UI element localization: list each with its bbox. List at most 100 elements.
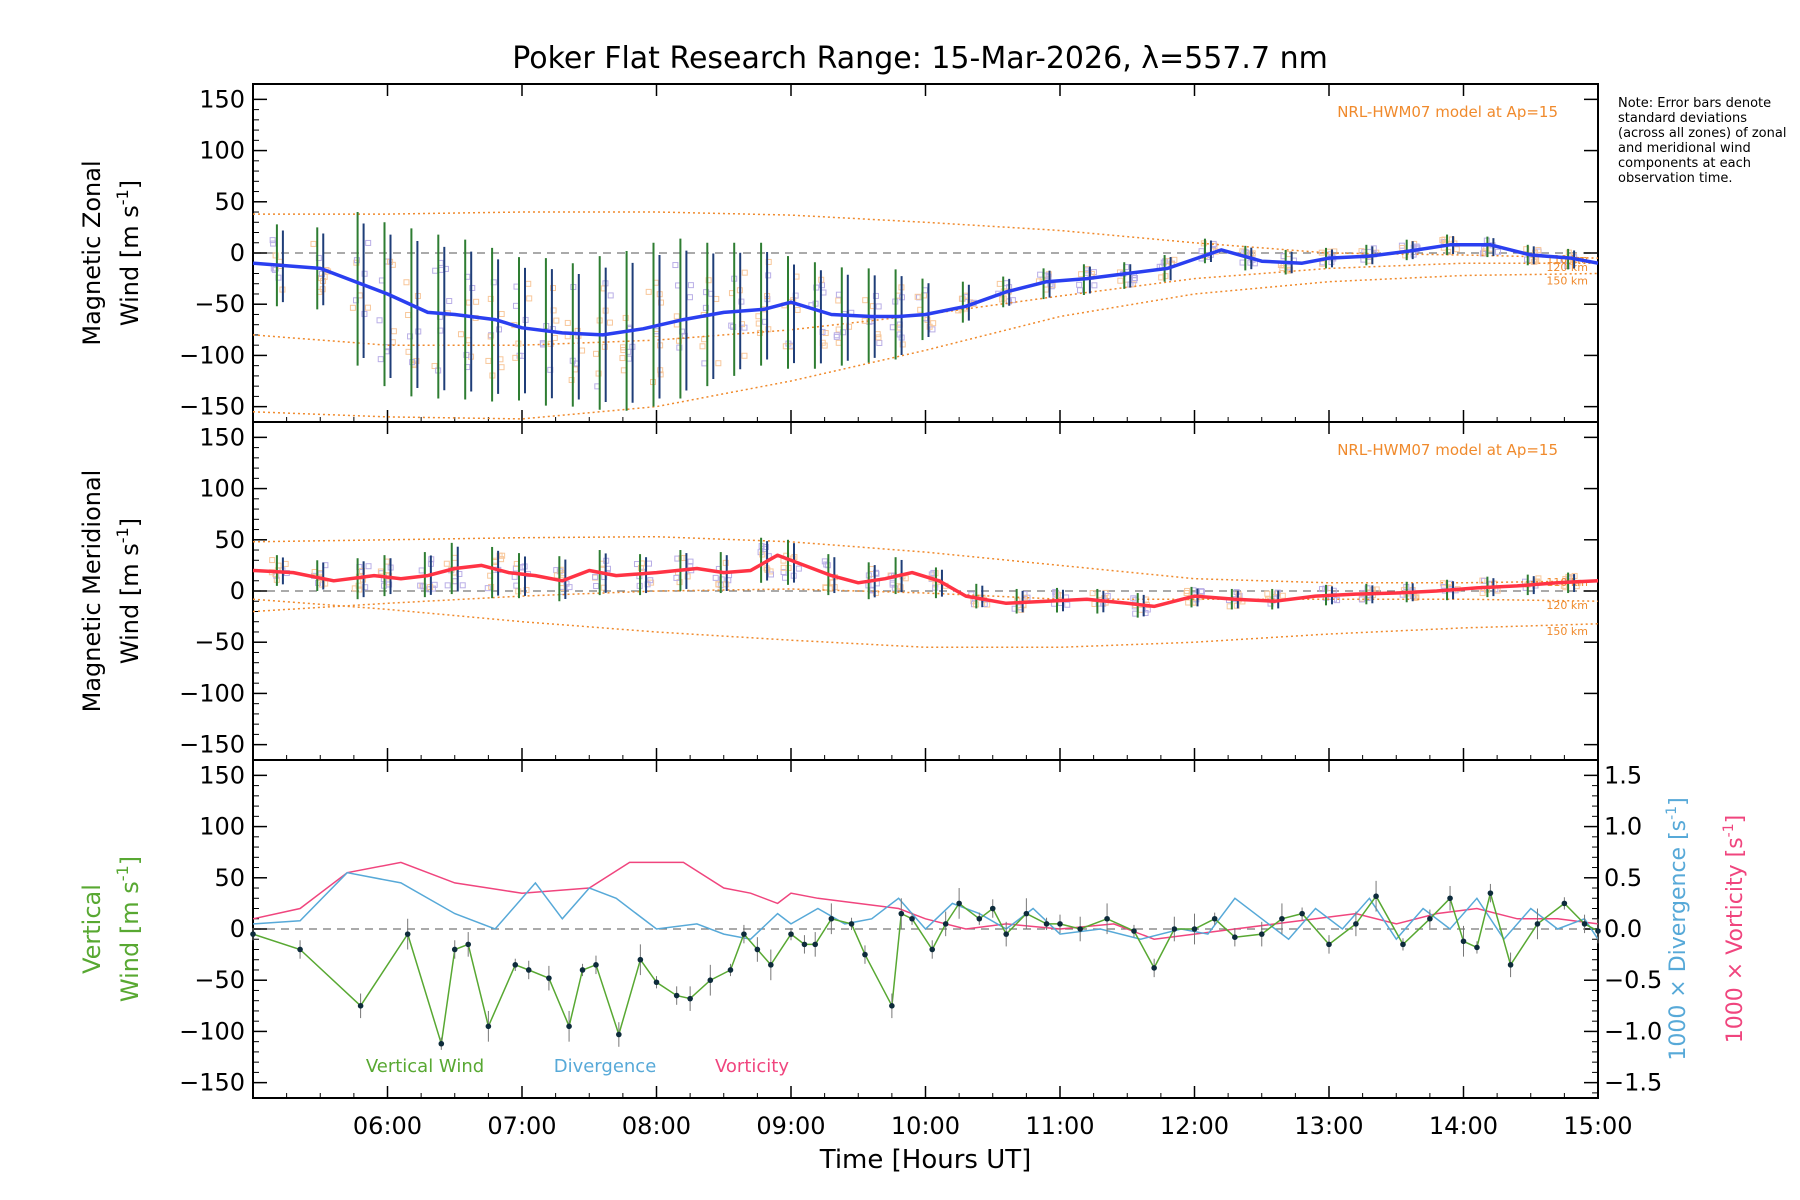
zone-marker [498, 311, 505, 318]
zone-marker [759, 551, 766, 558]
zone-marker [657, 371, 664, 378]
zone-marker [390, 328, 397, 335]
zone-marker [646, 560, 653, 567]
zone-marker [686, 294, 693, 301]
y-tick-label: 50 [214, 188, 245, 216]
zone-marker [446, 297, 453, 304]
zone-marker [840, 329, 847, 336]
zone-marker [407, 333, 414, 340]
zone-marker [487, 333, 494, 340]
vertical-wind-point [465, 941, 472, 948]
y-tick-label: −50 [194, 290, 245, 318]
zone-marker [593, 350, 600, 357]
zone-marker [473, 298, 480, 305]
zone-marker [902, 575, 909, 582]
y-tick-label: −50 [194, 628, 245, 656]
zone-marker [687, 558, 694, 565]
y-tick-label: 50 [214, 526, 245, 554]
model-curve-150km [252, 272, 1599, 420]
vertical-wind-point [1534, 921, 1541, 927]
zone-marker [1200, 240, 1207, 247]
zone-marker [619, 355, 626, 362]
model-label: NRL-HWM07 model at Ap=15 [1337, 441, 1558, 459]
x-tick-label: 12:00 [1160, 1112, 1229, 1140]
zone-marker [469, 284, 476, 291]
vertical-wind-point [546, 975, 552, 981]
zone-marker [1131, 277, 1138, 284]
zone-marker [595, 370, 602, 377]
zone-marker [762, 543, 769, 550]
y-tick-label: −150 [179, 393, 245, 421]
vertical-wind-point [438, 1040, 445, 1047]
vertical-wind-point [989, 905, 996, 912]
zone-marker [499, 552, 506, 559]
vertical-wind-point [1191, 926, 1198, 932]
y-tick-label: −100 [179, 341, 245, 369]
y-axis-label-line1: Vertical [78, 884, 106, 974]
vertical-wind-point [485, 1023, 492, 1030]
vertical-wind-point [687, 995, 693, 1002]
zone-marker [1334, 597, 1341, 604]
vertical-wind-point [1279, 915, 1285, 922]
y2-tick-label: −0.5 [1604, 966, 1662, 994]
zone-marker [1077, 287, 1084, 294]
y-axis-label-line2: Wind [m s-1] [113, 180, 144, 326]
zone-marker [463, 351, 470, 358]
vertical-wind-point [956, 900, 962, 907]
zone-marker [835, 339, 842, 346]
vertical-wind-point [1232, 934, 1238, 940]
vertical-wind-point [848, 921, 855, 927]
zone-marker [833, 332, 840, 339]
zone-marker [835, 291, 842, 298]
zone-marker [365, 239, 372, 246]
zone-marker [872, 590, 879, 597]
vertical-wind-point [250, 931, 256, 937]
zone-marker [738, 298, 745, 305]
vertical-wind-point [297, 946, 303, 953]
vertical-wind-point [1581, 921, 1588, 927]
zone-marker [579, 347, 586, 354]
vertical-wind-point [1353, 921, 1359, 927]
y-tick-label: 0 [230, 577, 245, 605]
y-axis-label-units: Wind [m s [116, 205, 144, 326]
vertical-wind-point [1151, 965, 1157, 971]
y-axis-label-line2: Wind [m s-1] [113, 518, 144, 664]
y-axis-label-line1: Magnetic Zonal [78, 160, 106, 345]
zone-marker [310, 240, 317, 247]
zone-marker [822, 330, 829, 337]
zone-marker [420, 583, 427, 590]
zone-marker [318, 270, 325, 277]
y-tick-label: 100 [199, 813, 245, 841]
legend-vertical-wind: Vertical Wind [366, 1056, 484, 1077]
zone-marker [563, 580, 570, 587]
zone-marker [673, 313, 680, 320]
zone-marker [914, 293, 921, 300]
zone-marker [525, 280, 532, 287]
zone-marker [1370, 245, 1377, 252]
zone-marker [349, 304, 356, 311]
zone-marker [712, 574, 719, 581]
zone-marker [835, 297, 842, 304]
x-tick-label: 08:00 [622, 1112, 691, 1140]
chart-title: Poker Flat Research Range: 15-Mar-2026, … [512, 41, 1328, 76]
divergence-axis-label-main: 1000 × Divergence [s [1666, 820, 1691, 1061]
zone-marker [1089, 590, 1096, 597]
vorticity-axis-label-text: 1000 × Vorticity [s-1] [1721, 815, 1748, 1043]
y-tick-label: 150 [199, 423, 245, 451]
y-axis-label-bracket: ] [116, 518, 144, 527]
y-axis-label-line2: Wind [m s-1] [113, 856, 144, 1002]
zone-marker [405, 348, 412, 355]
zone-marker [999, 296, 1006, 303]
divergence-axis-label-text: 1000 × Divergence [s-1] [1664, 797, 1691, 1060]
zone-marker [895, 292, 902, 299]
y2-tick-label: 0.5 [1604, 864, 1642, 892]
model-label: NRL-HWM07 model at Ap=15 [1337, 103, 1558, 121]
divergence-axis-label: 1000 × Divergence [s-1] [1664, 797, 1691, 1060]
zone-marker [269, 237, 276, 244]
zone-marker [593, 582, 600, 589]
zone-marker [1091, 282, 1098, 289]
zone-marker [672, 262, 679, 269]
zone-marker [876, 339, 883, 346]
zone-marker [1198, 248, 1205, 255]
